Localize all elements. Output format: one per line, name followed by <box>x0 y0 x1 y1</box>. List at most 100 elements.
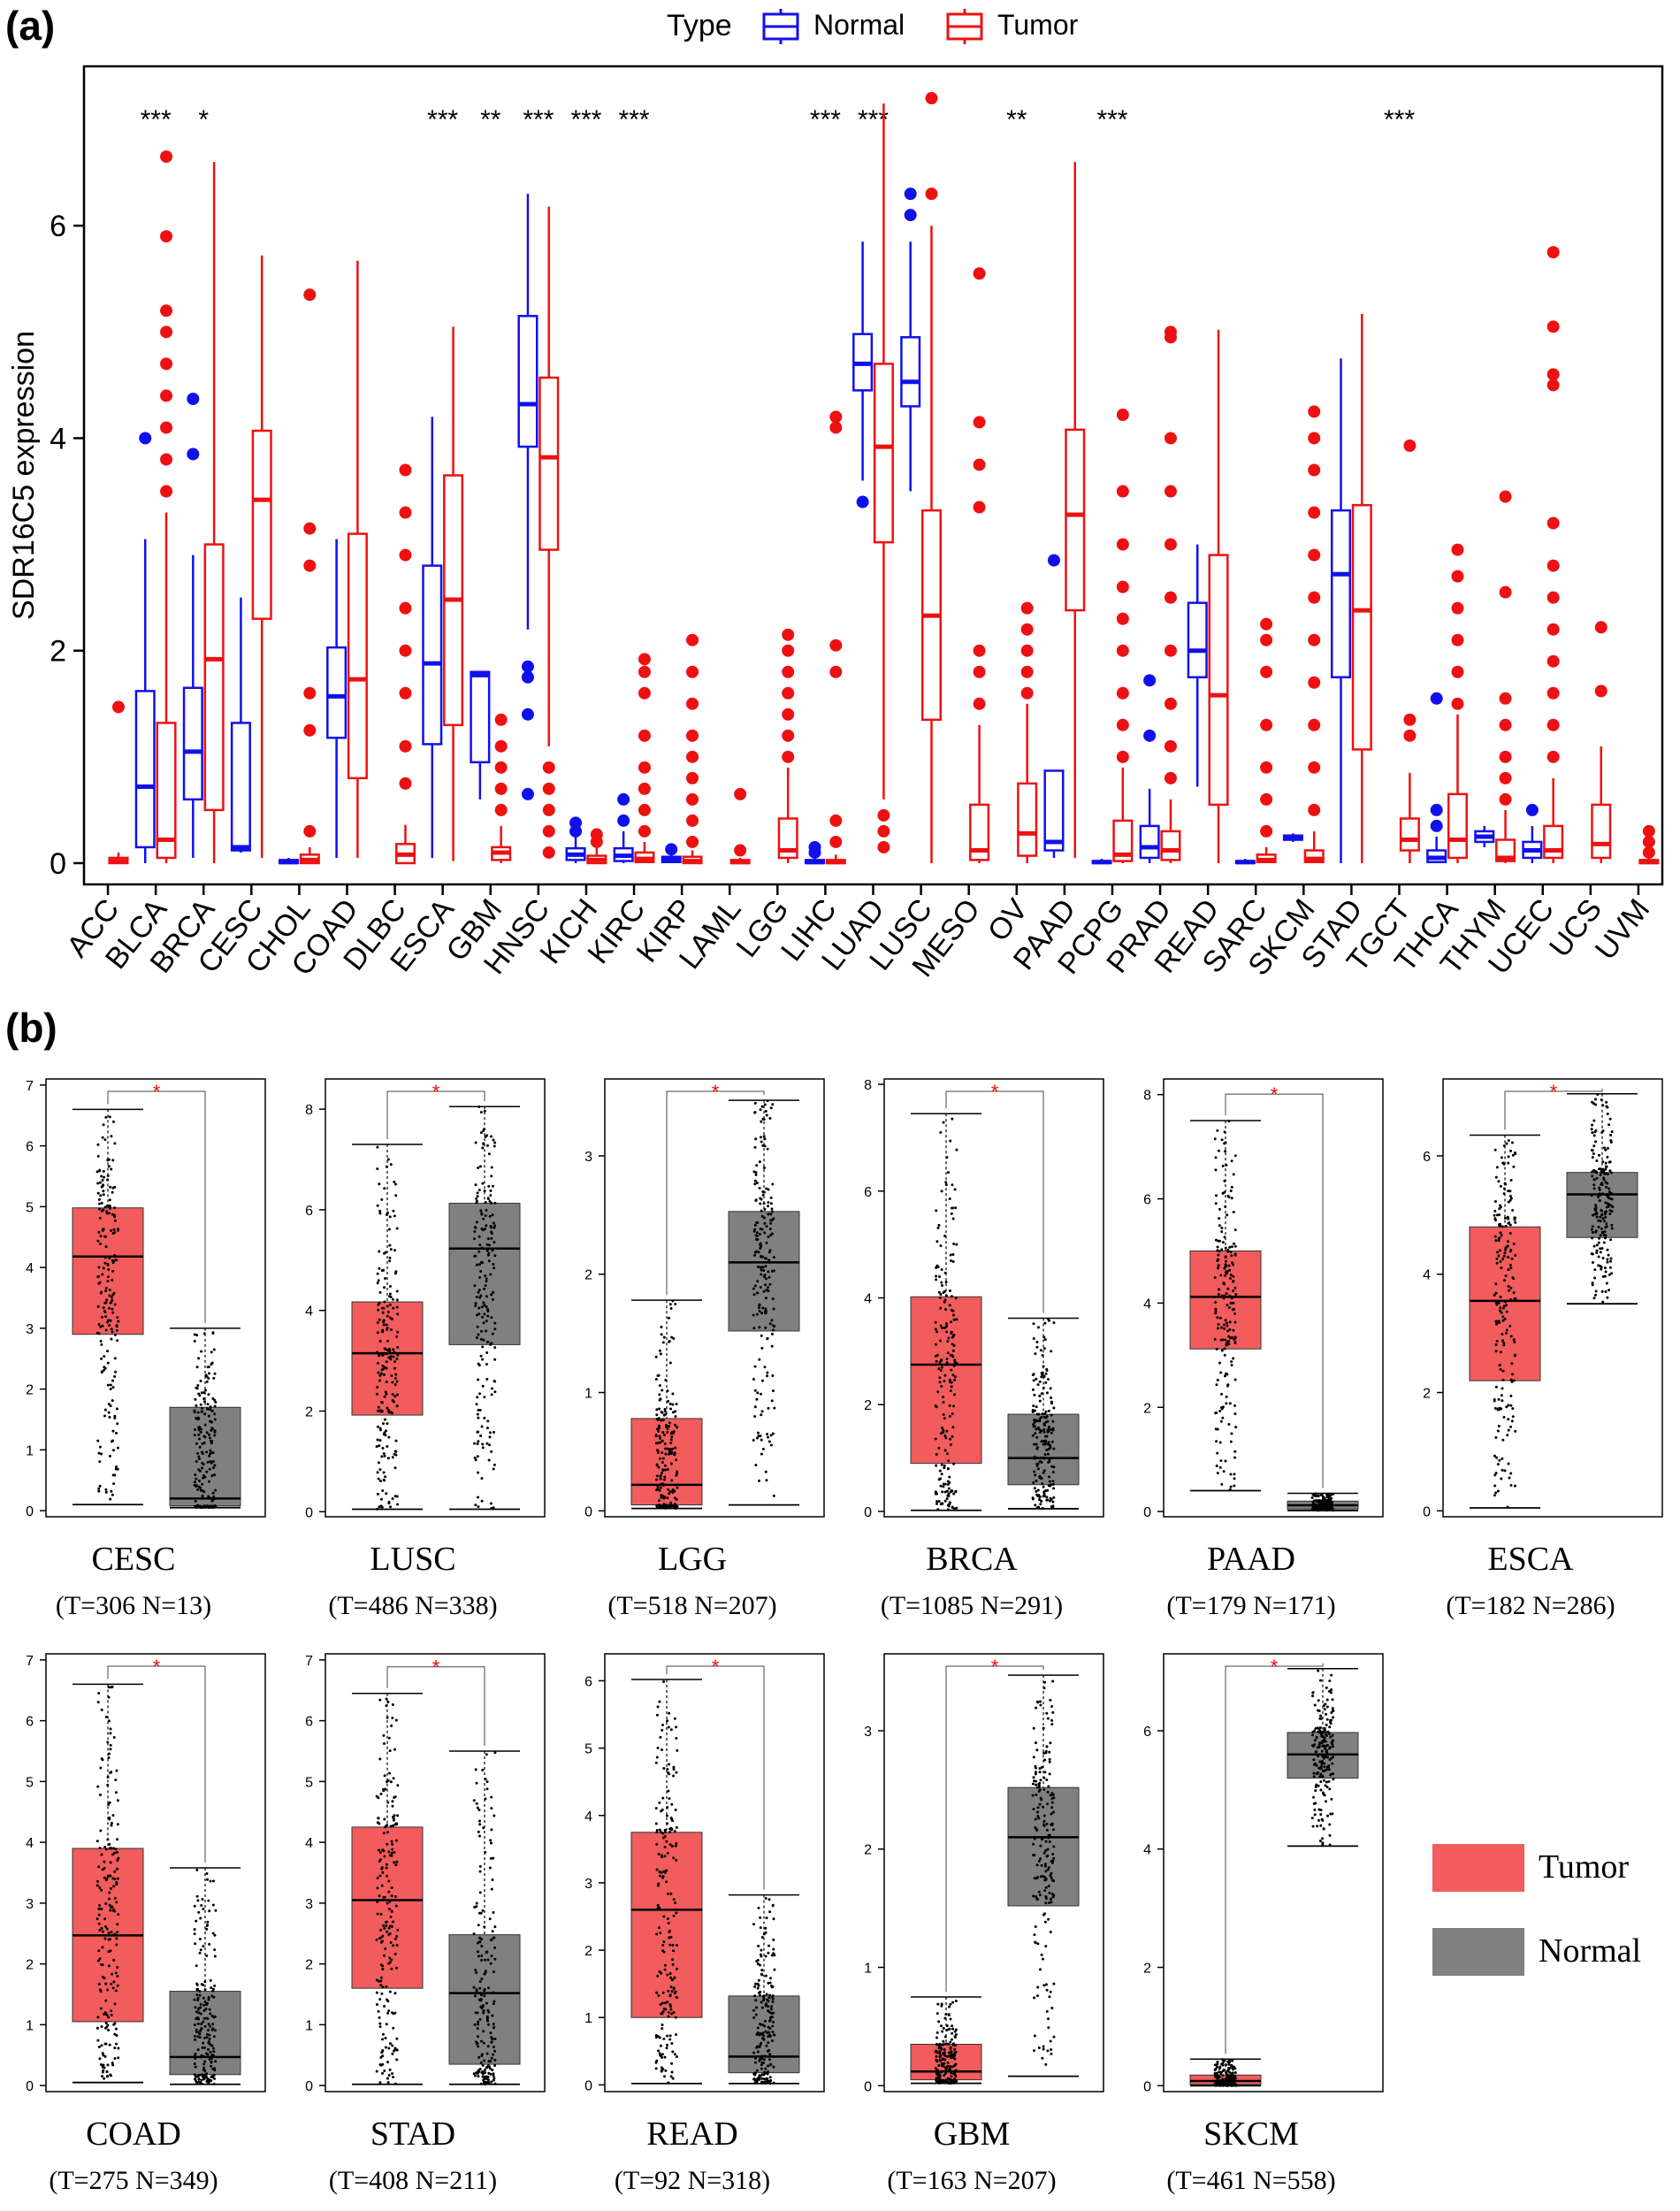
data-point <box>1045 1369 1049 1373</box>
data-point <box>477 1378 480 1381</box>
data-point <box>1035 1786 1039 1789</box>
data-point <box>1224 1319 1227 1322</box>
data-point <box>113 2047 117 2050</box>
data-point <box>97 1983 101 1986</box>
subplot-subtitle: (T=92 N=318) <box>615 2166 770 2195</box>
data-point <box>109 1743 112 1747</box>
data-point <box>1508 1220 1511 1224</box>
data-point <box>760 1268 763 1272</box>
data-point <box>111 1853 114 1856</box>
data-point <box>1037 1427 1041 1431</box>
data-point <box>771 1328 775 1332</box>
box-thym-tumor <box>1495 490 1516 863</box>
data-point <box>951 1259 955 1263</box>
data-point <box>755 1231 759 1235</box>
data-point <box>1040 1457 1043 1460</box>
data-point <box>96 1154 100 1158</box>
data-point <box>1610 1171 1614 1174</box>
data-point <box>1502 1192 1506 1196</box>
data-point <box>472 1932 476 1936</box>
data-point <box>388 1215 392 1219</box>
box <box>900 336 921 408</box>
data-point <box>1035 1345 1039 1349</box>
box-tumor <box>630 1679 703 2085</box>
data-point <box>1606 1113 1609 1116</box>
y-tick-label: 7 <box>26 1654 34 1669</box>
significance-bracket <box>1504 1088 1603 1130</box>
data-point <box>493 1201 497 1205</box>
data-point <box>765 1187 768 1190</box>
data-point <box>660 2069 663 2073</box>
data-point <box>472 1799 476 1802</box>
box <box>351 1301 424 1416</box>
data-point <box>1512 1165 1516 1168</box>
data-point <box>954 2000 958 2003</box>
data-point <box>1493 1293 1496 1297</box>
outlier-point <box>1260 761 1273 774</box>
data-point <box>389 2042 392 2046</box>
data-point <box>1214 1307 1218 1311</box>
data-point <box>1224 1338 1227 1342</box>
data-point <box>386 1314 389 1318</box>
data-point <box>198 1990 202 1993</box>
data-point <box>207 2029 210 2032</box>
data-point <box>1591 1170 1594 1174</box>
data-point <box>1600 1209 1603 1213</box>
data-point <box>1043 1412 1047 1415</box>
data-point <box>385 1492 388 1496</box>
data-point <box>951 2001 955 2004</box>
data-point <box>663 1871 667 1874</box>
data-point <box>1234 1426 1238 1429</box>
data-point <box>1324 1503 1327 1507</box>
subplot-frame <box>325 1078 546 1518</box>
data-point <box>101 1273 104 1276</box>
data-point <box>1501 1319 1505 1322</box>
data-point <box>1499 1306 1502 1310</box>
data-point <box>671 1392 675 1396</box>
data-point <box>1226 1321 1229 1325</box>
subplot-title: CESC <box>91 1541 175 1578</box>
data-point <box>1230 1245 1233 1249</box>
data-point <box>1218 1250 1221 1253</box>
data-point <box>382 1422 386 1426</box>
data-point <box>1216 2062 1219 2065</box>
data-point <box>1040 1953 1043 1956</box>
data-point <box>1602 1171 1606 1174</box>
subplot-frame <box>45 1078 266 1518</box>
data-point <box>113 1870 117 1873</box>
box <box>1112 819 1134 862</box>
data-point <box>1597 1226 1600 1229</box>
data-point <box>1220 2058 1224 2062</box>
data-point <box>1507 1190 1510 1193</box>
box-lusc-normal <box>900 187 921 492</box>
data-point <box>672 1986 676 1990</box>
data-point <box>388 1749 392 1753</box>
data-point <box>1594 1204 1598 1207</box>
data-point <box>381 1848 385 1852</box>
data-point <box>944 2013 948 2016</box>
box <box>156 722 177 860</box>
data-point <box>381 1311 385 1314</box>
data-point <box>110 1337 113 1341</box>
data-point <box>934 1343 937 1346</box>
data-point <box>1510 1419 1514 1423</box>
data-point <box>207 1366 210 1369</box>
data-point <box>1233 1312 1237 1315</box>
data-point <box>111 1429 115 1433</box>
outlier-point <box>638 761 651 774</box>
data-point <box>480 1477 484 1480</box>
outlier-point <box>399 777 412 790</box>
data-point <box>485 1427 489 1430</box>
data-point <box>1494 1472 1498 1475</box>
data-point <box>766 1099 769 1103</box>
data-point <box>209 2012 212 2016</box>
data-point <box>1595 1213 1599 1216</box>
data-point <box>951 2024 954 2028</box>
data-point <box>207 2041 210 2045</box>
data-point <box>1217 1323 1220 1327</box>
data-point <box>480 1945 484 1948</box>
data-point <box>1223 1374 1226 1378</box>
data-point <box>1511 1407 1515 1411</box>
data-point <box>1047 1475 1050 1479</box>
data-point <box>214 1909 218 1912</box>
